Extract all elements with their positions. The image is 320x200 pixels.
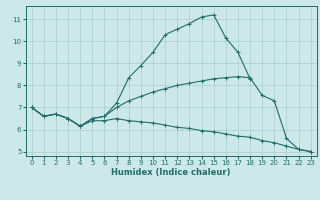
X-axis label: Humidex (Indice chaleur): Humidex (Indice chaleur)	[111, 168, 231, 177]
